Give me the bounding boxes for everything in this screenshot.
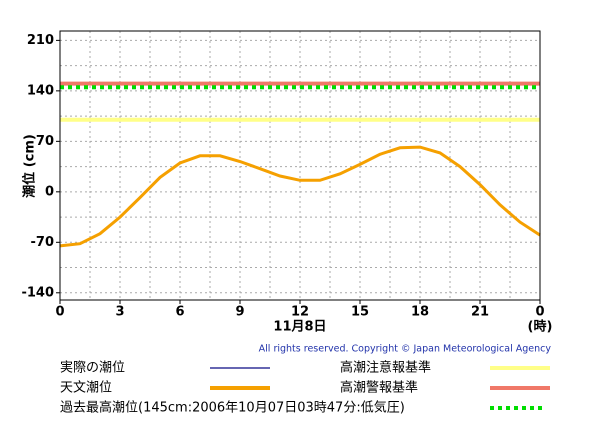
y-axis-label: 潮位 (cm) [22,134,38,198]
tide-line [59,145,541,248]
x-tick-label: 0 [55,305,64,320]
y-tick-label: -140 [21,285,54,300]
legend-label: 高潮警報基準 [340,380,418,396]
legend-label: 過去最高潮位(145cm:2006年10月07日03時47分:低気圧) [60,400,405,416]
y-tick-label: -70 [31,235,55,250]
x-axis-unit: (時) [528,319,553,335]
x-tick-label: 3 [115,305,124,320]
y-tick-label: 70 [36,134,54,149]
x-tick-label: 9 [235,305,244,320]
x-tick-label: 18 [411,305,429,320]
plot-frame [59,30,541,301]
legend-label: 実際の潮位 [60,360,125,376]
x-tick-label: 12 [291,305,309,320]
x-tick-label: 21 [471,305,489,320]
y-tick-label: 0 [45,184,54,199]
y-tick-label: 140 [27,83,54,98]
x-axis-label: 11月8日 [273,320,326,335]
legend-label: 高潮注意報基準 [340,360,431,376]
copyright: All rights reserved. Copyright © Japan M… [259,344,552,355]
y-tick-label: 210 [27,33,54,48]
x-tick-label: 0 [535,305,544,320]
x-tick-label: 6 [175,305,184,320]
legend-label: 天文潮位 [60,381,112,396]
x-tick-label: 15 [351,305,369,320]
